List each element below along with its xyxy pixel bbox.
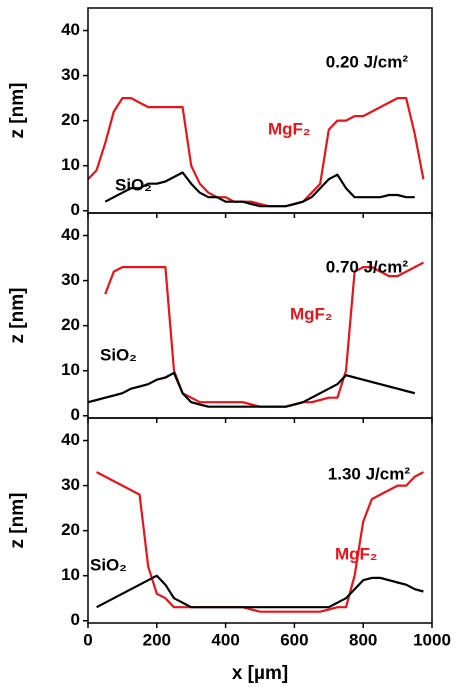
profile-line bbox=[87, 97, 425, 208]
series-label: SiO₂ bbox=[100, 345, 137, 364]
profile-line bbox=[96, 471, 424, 613]
y-tick-label: 20 bbox=[61, 520, 80, 539]
profile-line bbox=[104, 171, 415, 208]
series-label: SiO₂ bbox=[115, 175, 152, 194]
y-tick-label: 30 bbox=[61, 270, 80, 289]
y-tick-label: 10 bbox=[61, 565, 80, 584]
y-tick-label: 0 bbox=[71, 200, 80, 219]
series-label: MgF₂ bbox=[290, 304, 332, 323]
y-tick-label: 40 bbox=[61, 430, 80, 449]
x-tick-label: 200 bbox=[143, 630, 171, 649]
x-axis-label: x [µm] bbox=[232, 663, 288, 684]
annotation: 1.30 J/cm² bbox=[328, 464, 411, 483]
annotation: 0.70 J/cm² bbox=[326, 257, 409, 276]
x-tick-label: 1000 bbox=[413, 630, 451, 649]
y-tick-label: 30 bbox=[61, 475, 80, 494]
series-label: SiO₂ bbox=[90, 555, 127, 574]
y-tick-label: 20 bbox=[61, 110, 80, 129]
series-label: MgF₂ bbox=[268, 119, 310, 138]
x-tick-label: 800 bbox=[349, 630, 377, 649]
plot-frame bbox=[87, 417, 433, 624]
y-tick-label: 10 bbox=[61, 360, 80, 379]
profile-line bbox=[104, 261, 424, 408]
series-label: MgF₂ bbox=[335, 544, 377, 563]
profile-line bbox=[87, 371, 416, 408]
y-tick-label: 40 bbox=[61, 225, 80, 244]
y-tick-label: 40 bbox=[61, 20, 80, 39]
y-tick-label: 0 bbox=[71, 405, 80, 424]
y-tick-label: 0 bbox=[71, 610, 80, 629]
y-tick-label: 30 bbox=[61, 65, 80, 84]
y-tick-label: 10 bbox=[61, 155, 80, 174]
annotation: 0.20 J/cm² bbox=[326, 52, 409, 71]
x-tick-label: 0 bbox=[83, 630, 92, 649]
y-axis-label: z [nm] bbox=[7, 493, 28, 549]
profile-line bbox=[96, 574, 424, 609]
y-axis-label: z [nm] bbox=[7, 83, 28, 139]
x-tick-label: 600 bbox=[280, 630, 308, 649]
y-axis-label: z [nm] bbox=[7, 288, 28, 344]
y-tick-label: 20 bbox=[61, 315, 80, 334]
x-tick-label: 400 bbox=[211, 630, 239, 649]
